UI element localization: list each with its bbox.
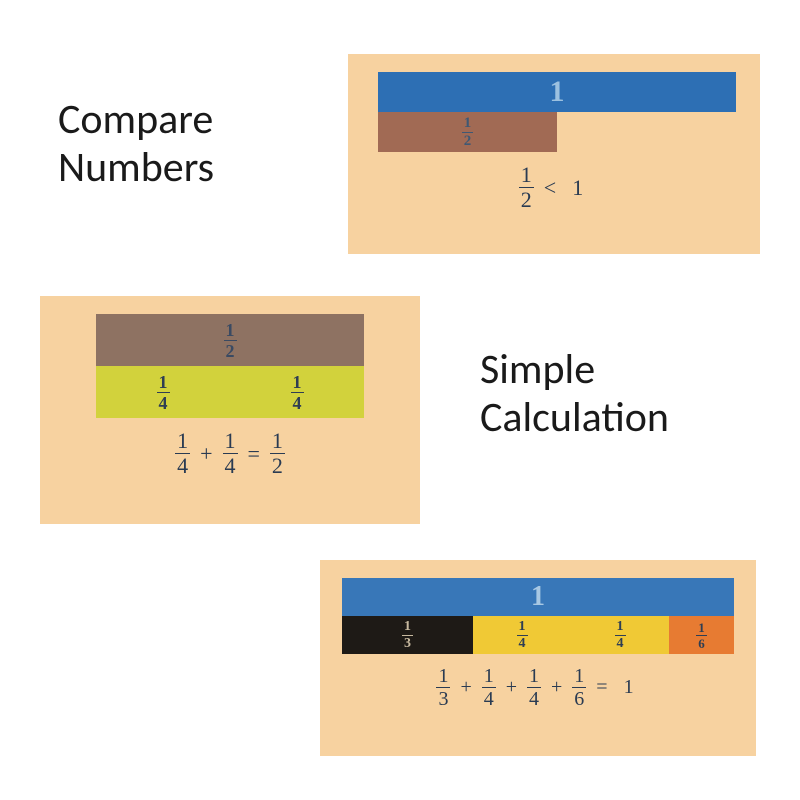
fraction-bar: 16 bbox=[669, 616, 734, 654]
fraction: 14 bbox=[615, 620, 626, 651]
fraction-bars: 112 bbox=[378, 72, 736, 152]
fraction: 13 bbox=[436, 666, 450, 709]
fraction-bar: 13 bbox=[342, 616, 473, 654]
fraction: 16 bbox=[572, 666, 586, 709]
fraction: 14 bbox=[157, 373, 170, 412]
fraction-bar: 12 bbox=[96, 314, 364, 366]
panel-simple-calc: 12141414+14=12 bbox=[40, 296, 420, 524]
equation: 12<1 bbox=[519, 164, 589, 211]
fraction: 16 bbox=[696, 621, 707, 650]
panel-sum-to-one: 11314141613+14+14+16=1 bbox=[320, 560, 756, 756]
operator: + bbox=[496, 676, 527, 699]
fraction: 14 bbox=[223, 430, 238, 477]
fraction: 14 bbox=[517, 620, 528, 651]
bar-row: 12 bbox=[378, 112, 557, 152]
fraction-bar: 14 bbox=[473, 616, 571, 654]
bar-row: 1 bbox=[378, 72, 736, 112]
fraction: 12 bbox=[519, 164, 534, 211]
fraction: 13 bbox=[402, 620, 413, 651]
fraction-bar: 12 bbox=[378, 112, 557, 152]
fraction-bar: 1 bbox=[342, 578, 734, 616]
fraction-bar: 14 bbox=[230, 366, 364, 418]
fraction-bars: 12 14 14 bbox=[96, 314, 364, 418]
operator: < bbox=[534, 175, 566, 201]
equation-term: 1 bbox=[618, 676, 640, 699]
heading-compare-numbers: CompareNumbers bbox=[58, 96, 214, 193]
operator: = bbox=[238, 441, 270, 467]
bar-row: 1 bbox=[342, 578, 734, 616]
fraction: 12 bbox=[224, 321, 237, 360]
bar-row: 14 14 bbox=[96, 366, 364, 418]
equation-term: 1 bbox=[566, 175, 589, 201]
equation: 13+14+14+16=1 bbox=[436, 666, 639, 709]
panel-compare: 11212<1 bbox=[348, 54, 760, 254]
heading-simple-calculation: SimpleCalculation bbox=[480, 346, 669, 443]
fraction: 14 bbox=[291, 373, 304, 412]
fraction: 12 bbox=[270, 430, 285, 477]
operator: + bbox=[541, 676, 572, 699]
operator: = bbox=[586, 676, 617, 699]
fraction: 14 bbox=[175, 430, 190, 477]
fraction-bars: 1 13 14 14 16 bbox=[342, 578, 734, 654]
bar-row: 13 14 14 16 bbox=[342, 616, 734, 654]
equation: 14+14=12 bbox=[175, 430, 285, 477]
bar-row: 12 bbox=[96, 314, 364, 366]
fraction-bar: 14 bbox=[571, 616, 669, 654]
fraction-bar: 1 bbox=[378, 72, 736, 112]
operator: + bbox=[450, 676, 481, 699]
operator: + bbox=[190, 441, 222, 467]
fraction: 14 bbox=[482, 666, 496, 709]
fraction: 14 bbox=[527, 666, 541, 709]
fraction: 12 bbox=[462, 116, 474, 149]
fraction-bar: 14 bbox=[96, 366, 230, 418]
